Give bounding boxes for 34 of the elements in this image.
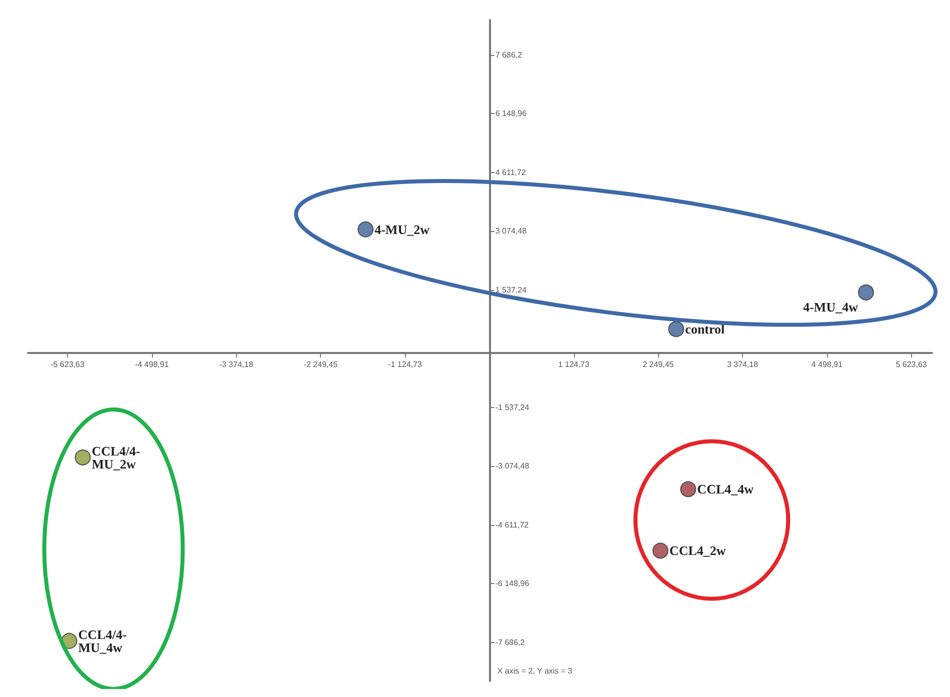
annotation: 4-MU_2w xyxy=(374,222,430,237)
x-tick-label: 3 374,18 xyxy=(726,360,759,370)
y-tick-label: 3 074,48 xyxy=(495,226,528,236)
y-tick-label: -6 148,96 xyxy=(495,579,530,588)
y-tick-label: -3 074,48 xyxy=(495,462,530,471)
point xyxy=(358,221,374,238)
x-tick-label: 5 623,63 xyxy=(896,360,928,370)
annotation: X axis = 2, Y axis = 3 xyxy=(497,666,573,676)
point xyxy=(668,321,684,338)
annotation: CCL4_4w xyxy=(697,482,754,497)
y-tick-label: -4 611,72 xyxy=(495,520,530,530)
point xyxy=(858,284,874,300)
y-tick-label: 1 537,24 xyxy=(495,285,528,294)
y-tick-label: -7 686,2 xyxy=(495,638,526,647)
annotation: CCL4/4- MU_4w xyxy=(78,626,127,655)
y-tick-label: 6 148,96 xyxy=(495,109,528,118)
x-tick-label: -5 623,63 xyxy=(50,360,85,370)
x-tick-label: -4 498,91 xyxy=(134,360,170,370)
annotation: control xyxy=(685,322,726,337)
x-tick-label: -2 249,45 xyxy=(304,360,338,370)
x-tick-label: -1 124,73 xyxy=(388,360,422,370)
point xyxy=(652,542,668,559)
annotation: CCL4/4- MU_2w xyxy=(92,443,140,472)
annotation: 4-MU_4w xyxy=(803,299,859,314)
x-tick-label: 2 249,45 xyxy=(642,360,674,370)
x-tick-label: 4 498,91 xyxy=(811,360,844,370)
y-tick-label: -1 537,24 xyxy=(495,402,530,412)
y-tick-label: 4 611,72 xyxy=(495,168,526,177)
x-tick-label: -3 374,18 xyxy=(219,360,254,370)
point xyxy=(74,449,91,466)
annotation: CCL4_2w xyxy=(669,543,726,558)
x-tick-label: 1 124,73 xyxy=(558,360,590,370)
point xyxy=(680,481,696,498)
y-tick-label: 7 686,2 xyxy=(495,50,523,60)
